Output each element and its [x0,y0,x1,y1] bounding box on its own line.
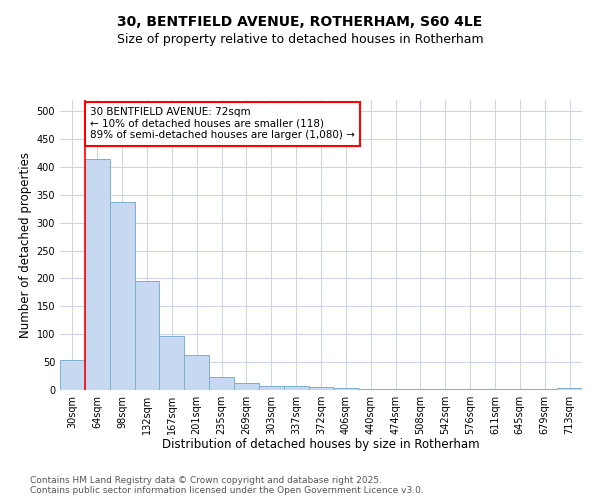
Bar [160,336,184,390]
Bar [60,360,85,390]
Text: 30 BENTFIELD AVENUE: 72sqm
← 10% of detached houses are smaller (118)
89% of sem: 30 BENTFIELD AVENUE: 72sqm ← 10% of deta… [90,108,355,140]
Bar [234,383,259,390]
Bar [334,388,358,390]
Bar [557,388,582,390]
Bar [134,281,160,390]
Bar [358,389,383,390]
Bar [85,158,110,390]
Bar [284,386,308,390]
Bar [184,355,209,390]
Bar [259,386,284,390]
Text: Size of property relative to detached houses in Rotherham: Size of property relative to detached ho… [116,32,484,46]
Bar [308,387,334,390]
Y-axis label: Number of detached properties: Number of detached properties [19,152,32,338]
Bar [110,202,134,390]
X-axis label: Distribution of detached houses by size in Rotherham: Distribution of detached houses by size … [162,438,480,452]
Text: 30, BENTFIELD AVENUE, ROTHERHAM, S60 4LE: 30, BENTFIELD AVENUE, ROTHERHAM, S60 4LE [118,15,482,29]
Text: Contains HM Land Registry data © Crown copyright and database right 2025.
Contai: Contains HM Land Registry data © Crown c… [30,476,424,495]
Bar [532,389,557,390]
Bar [209,377,234,390]
